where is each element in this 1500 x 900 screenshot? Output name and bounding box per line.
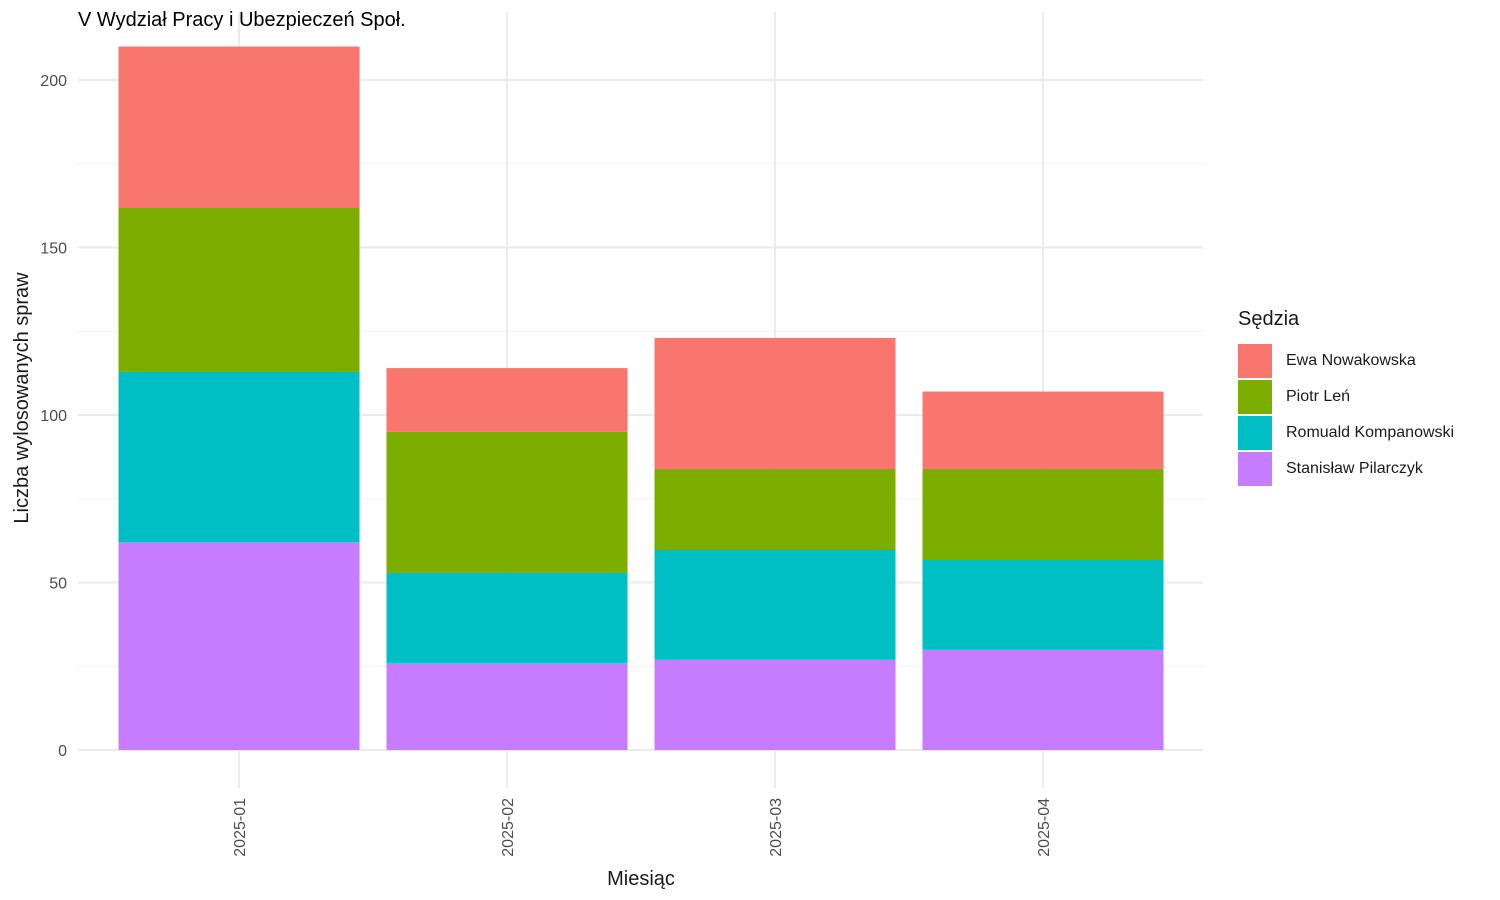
bars	[118, 46, 1164, 750]
x-tick-label: 2025-01	[232, 798, 249, 857]
x-tick-label: 2025-02	[500, 798, 517, 857]
legend-swatch	[1238, 380, 1272, 414]
bar-segment	[118, 46, 360, 208]
bar-segment	[386, 662, 628, 750]
bar-segment	[922, 468, 1164, 560]
y-tick-label: 150	[40, 241, 67, 258]
bar-segment	[386, 431, 628, 573]
bar-segment	[654, 659, 896, 750]
legend-swatch	[1238, 344, 1272, 378]
legend-item: Ewa Nowakowska	[1238, 343, 1454, 379]
legend-items: Ewa Nowakowska Piotr Leń Romuald Kompanows…	[1238, 343, 1454, 487]
bar-segment	[922, 649, 1164, 750]
legend-item: Romuald Kompanowski	[1238, 415, 1454, 451]
y-tick-label: 0	[58, 743, 67, 760]
x-tick-label: 2025-04	[1036, 798, 1053, 857]
bar-segment	[654, 549, 896, 660]
legend-item: Stanisław Pilarczyk	[1238, 451, 1454, 487]
legend-label: Piotr Leń	[1286, 388, 1351, 405]
x-tick-label: 2025-03	[768, 798, 785, 857]
bar-segment	[386, 368, 628, 432]
bar-segment	[654, 468, 896, 549]
bar-segment	[386, 572, 628, 663]
legend-swatch	[1238, 416, 1272, 450]
legend-label: Romuald Kompanowski	[1286, 424, 1455, 441]
legend-label: Stanisław Pilarczyk	[1286, 460, 1423, 477]
legend-item: Piotr Leń	[1238, 379, 1454, 415]
bar-segment	[118, 207, 360, 372]
x-axis-title: Miesiąc	[607, 868, 675, 890]
legend: Sędzia Ewa Nowakowska Piotr Leń Romuald Ko…	[1238, 308, 1454, 487]
y-axis: 0 50 100 150 200	[40, 73, 67, 760]
bar-segment	[922, 559, 1164, 650]
legend-label: Ewa Nowakowska	[1286, 352, 1416, 369]
legend-title: Sędzia	[1238, 308, 1300, 330]
legend-swatch	[1238, 452, 1272, 486]
y-tick-label: 100	[40, 408, 67, 425]
y-axis-title: Liczba wylosowanych spraw	[11, 272, 33, 524]
bar-segment	[118, 542, 360, 750]
y-tick-label: 50	[49, 576, 67, 593]
chart-title: V Wydział Pracy i Ubezpieczeń Społ.	[78, 9, 406, 31]
y-tick-label: 200	[40, 73, 67, 90]
bar-segment	[654, 337, 896, 469]
bar-segment	[118, 371, 360, 543]
bar-segment	[922, 391, 1164, 469]
x-axis: 2025-01 2025-02 2025-03 2025-04	[232, 798, 1053, 857]
